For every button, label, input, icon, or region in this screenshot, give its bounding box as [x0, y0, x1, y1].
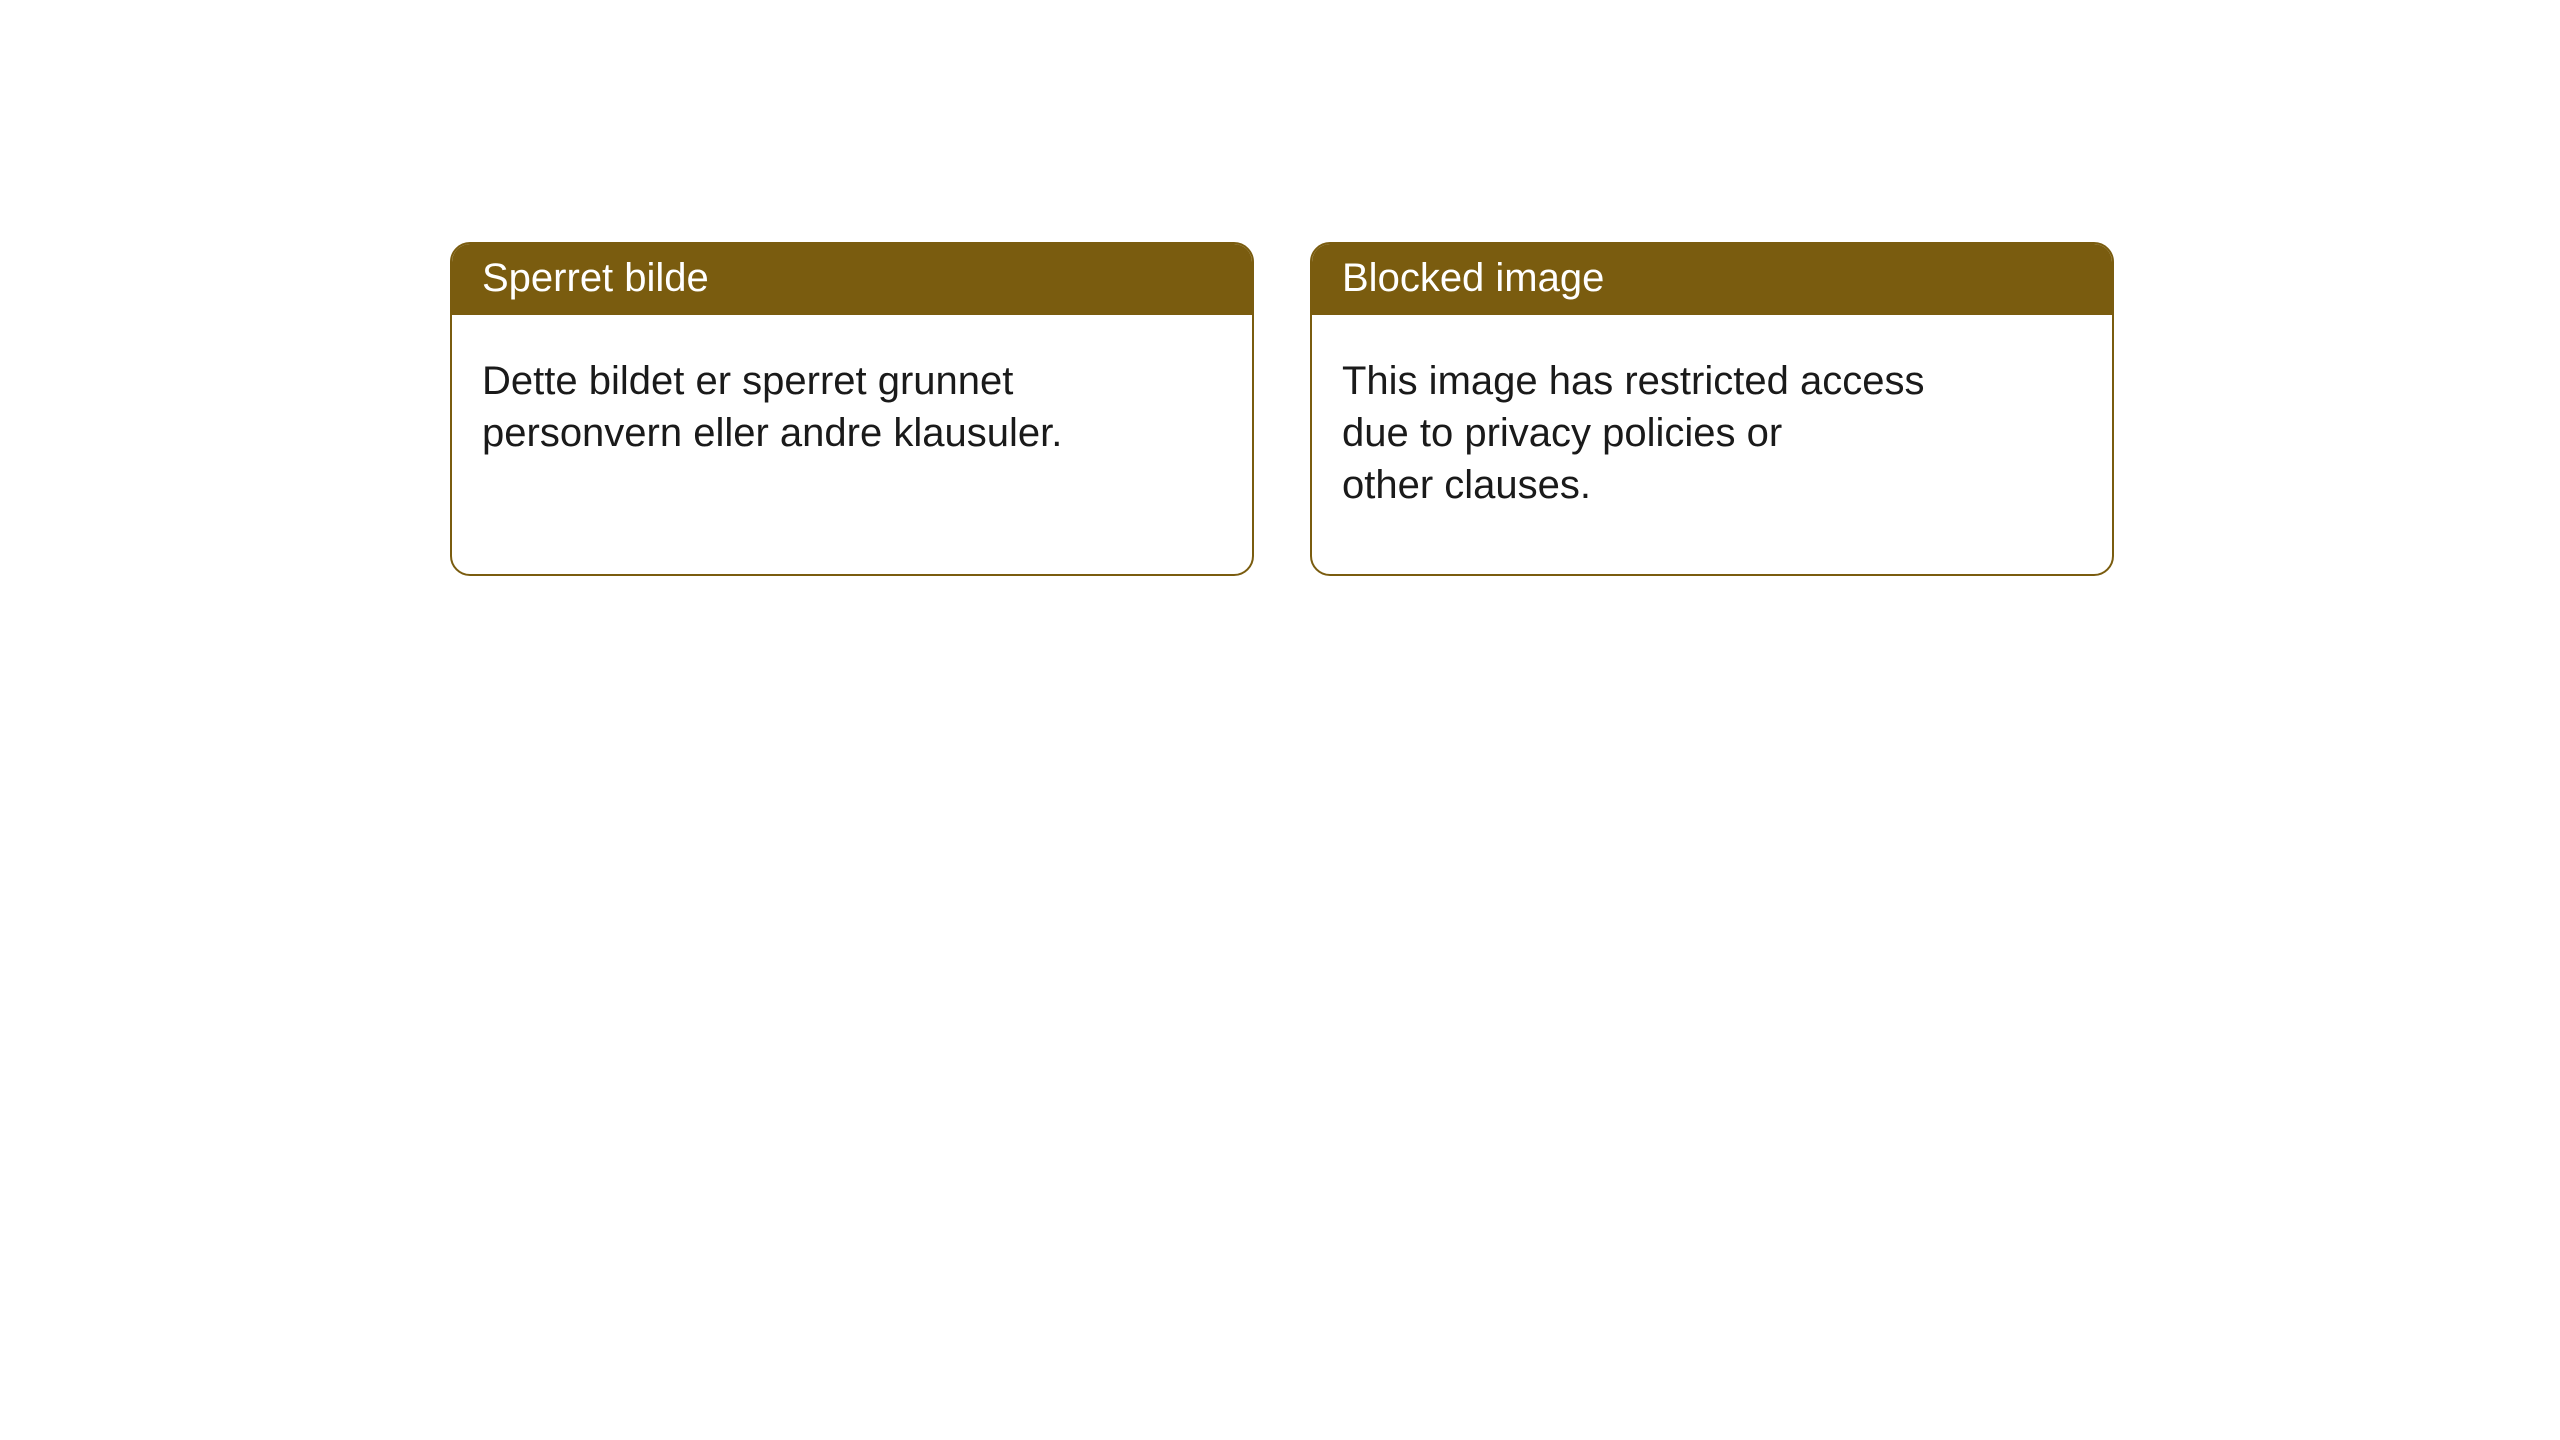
notice-body: This image has restricted access due to …	[1312, 315, 1992, 551]
notice-header: Sperret bilde	[452, 244, 1252, 315]
notice-card-english: Blocked image This image has restricted …	[1310, 242, 2114, 576]
notice-container: Sperret bilde Dette bildet er sperret gr…	[0, 0, 2560, 576]
notice-card-norwegian: Sperret bilde Dette bildet er sperret gr…	[450, 242, 1254, 576]
notice-body: Dette bildet er sperret grunnet personve…	[452, 315, 1132, 499]
notice-header: Blocked image	[1312, 244, 2112, 315]
